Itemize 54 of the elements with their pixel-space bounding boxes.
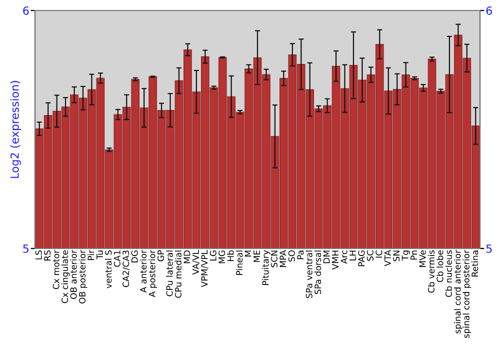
x-tick-label: SCN [270,250,278,268]
x-tick-label: CPu lateral [166,250,173,296]
x-tick-label: Hb [227,250,234,261]
x-tick-label: LH [350,250,356,260]
y-axis-title: Log2 (expression) [10,80,21,178]
x-tick-label: VMH [332,250,338,270]
x-tick-label: Tu [96,250,103,260]
y2-tick-label: 6 [486,6,492,15]
x-tick-label: LG [210,250,216,261]
x-tick-label: Tg [402,250,410,261]
y2-tick-label: 5 [486,244,492,253]
x-tick-label: OB anterior [70,250,77,299]
x-tick-label: ME [254,250,260,262]
x-tick-label: DG [131,250,138,262]
x-tick-label: Cx cingulate [61,250,70,304]
x-tick-label: A anterior [140,250,147,293]
x-tick-label: Cb vermis [428,250,435,293]
x-tick-label: Retina [471,250,478,276]
x-tick-label: GP [158,250,164,262]
x-tick-label: MPA [280,250,286,268]
x-tick-label: spinal cord anterior [454,250,462,334]
x-tick-label: VTA [384,250,391,266]
x-tick-label: LS [35,250,42,260]
x-tick-label: Cx motor [52,250,60,290]
x-tick-label: VA/VL [192,250,200,275]
x-tick-label: SN [393,250,400,262]
x-tick-label: Pa [297,250,304,260]
x-tick-label: SC [366,250,374,261]
x-tick-label: Pn [410,250,417,260]
x-tick-label: Arc [340,250,348,264]
x-tick-label: Pineal [236,250,243,275]
x-tick-label: MG [218,250,226,264]
x-tick-label: Cb nucleus [445,250,452,297]
x-tick-label: OB posterior [78,250,88,304]
x-tick-label: SPa ventral [306,250,312,298]
x-tick-label: MVe [419,250,426,267]
x-tick-label: Cb lobe [436,250,444,282]
x-tick-label: M [244,250,252,256]
x-tick-label: Pir [88,250,94,260]
x-tick-label: IC [376,250,382,258]
x-tick-label: Pituitary [262,250,270,285]
x-tick-label: PAG [358,250,365,266]
x-tick-label: RS [44,250,51,260]
x-tick-label: VPM/VPL [201,250,208,288]
x-tick-label: SO [288,250,295,262]
x-tick-label: SPa dorsal [314,250,322,294]
x-tick-label: spinal cord posterior [462,250,472,338]
x-tick-label: MD [184,250,190,264]
x-tick-label: DM [323,250,330,264]
x-tick-label: A posterior [148,250,157,298]
x-tick-label: CPu medial [174,250,182,298]
x-tick-label: CA1 [114,250,120,267]
x-tick-label: CA2/CA3 [122,250,130,288]
x-tick-label: ventral S [105,250,112,288]
